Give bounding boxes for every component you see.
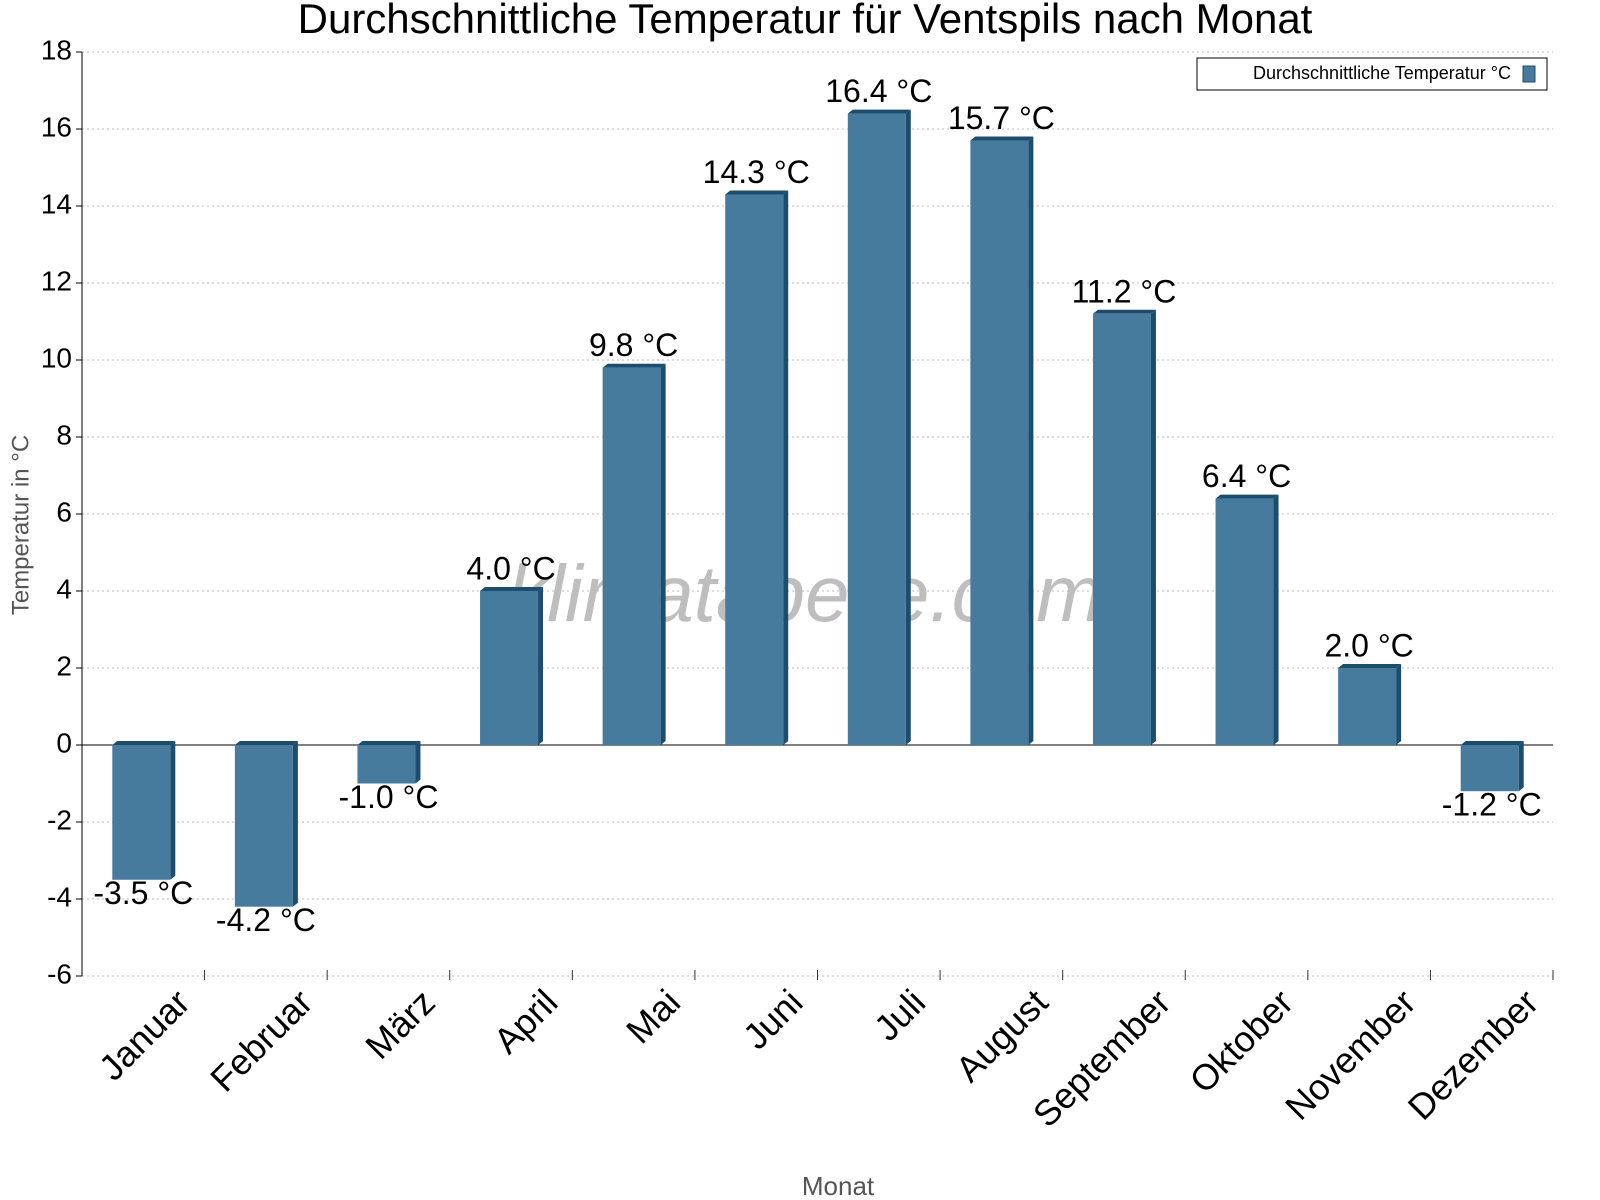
y-tick-label: 16 [41,111,72,142]
y-tick-label: 12 [41,265,72,296]
bar-side [905,109,911,746]
y-tick-label: -6 [47,958,72,989]
bar-top [234,741,298,745]
value-label: 2.0 °C [1324,627,1413,663]
y-tick-label: -2 [47,804,72,835]
bar-side [1028,136,1034,746]
bar-top [357,741,421,745]
value-label: -3.5 °C [93,875,193,911]
bar-side [1273,494,1279,745]
chart-title: Durchschnittliche Temperatur für Ventspi… [298,0,1313,42]
bar-side [1396,664,1402,745]
legend-swatch [1522,65,1536,83]
bar [1092,313,1151,745]
bar [1338,668,1397,745]
value-label: 16.4 °C [825,73,932,109]
bar [1215,498,1274,745]
bar [725,194,784,745]
y-tick-label: 2 [56,650,72,681]
value-label: 9.8 °C [589,327,678,363]
bar-top [1215,494,1279,499]
value-label: 4.0 °C [466,550,555,586]
value-label: -4.2 °C [216,902,316,938]
y-tick-label: 14 [41,188,72,219]
bar-top [602,363,666,368]
bar-top [970,136,1034,141]
bar-top [1338,664,1402,668]
legend-label: Durchschnittliche Temperatur °C [1253,63,1511,83]
bar-side [170,741,176,880]
bar [234,745,293,907]
bar [112,745,171,880]
bar-top [725,190,789,195]
y-tick-label: 6 [56,496,72,527]
y-tick-label: 0 [56,727,72,758]
value-label: 15.7 °C [948,100,1055,136]
bar-top [847,109,911,114]
y-tick-label: -4 [47,881,72,912]
y-tick-label: 8 [56,419,72,450]
bar [480,591,539,745]
bar [357,745,416,784]
value-label: -1.2 °C [1442,787,1542,823]
bar-top [1460,741,1524,745]
bar [1460,745,1519,792]
bar [847,113,906,746]
bar-side [1150,309,1156,745]
y-tick-label: 18 [41,34,72,65]
bar [970,140,1029,746]
x-axis-label: Monat [802,1171,875,1200]
value-label: -1.0 °C [338,779,438,815]
bar-top [480,587,544,591]
value-label: 14.3 °C [703,154,810,190]
y-tick-label: 10 [41,342,72,373]
bar-side [538,587,544,745]
value-label: 6.4 °C [1202,458,1291,494]
y-axis-label: Temperatur in °C [7,435,34,615]
legend-box [1196,57,1548,91]
bar-side [415,741,421,784]
bar-side [1518,741,1524,792]
bar-side [783,190,789,745]
y-tick-label: 4 [56,573,72,604]
bar-top [112,741,176,745]
bar-top [1092,309,1156,314]
bar-side [292,741,298,907]
value-label: 11.2 °C [1072,273,1177,309]
bar-side [660,363,666,745]
bar [602,367,661,745]
